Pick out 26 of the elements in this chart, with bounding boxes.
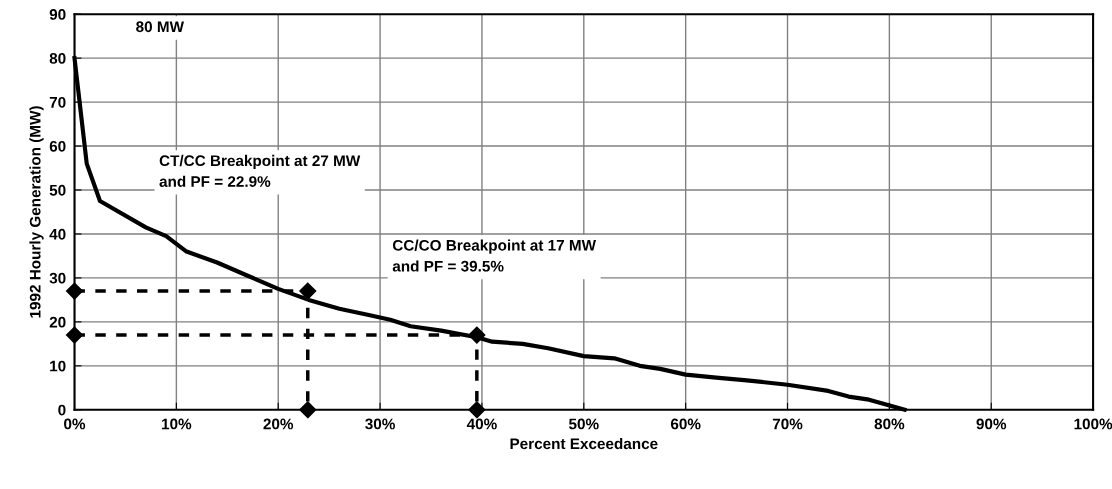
x-tick-label: 50% (568, 418, 599, 430)
y-tick-label: 70 (49, 96, 66, 108)
x-tick-label: 70% (772, 418, 803, 430)
annotation: 80 MW (136, 21, 184, 33)
x-tick-label: 0% (64, 418, 86, 430)
y-tick-label: 80 (49, 53, 66, 64)
annotation: CT/CC Breakpoint at 27 MW and PF = 22.9% (159, 154, 361, 187)
y-tick-label: 30 (49, 272, 66, 284)
y-tick-label: 60 (49, 140, 66, 152)
y-tick-label: 0 (58, 404, 66, 416)
x-tick-label: 20% (263, 418, 294, 430)
y-tick-label: 20 (49, 316, 66, 328)
y-tick-label: 40 (49, 228, 66, 240)
x-axis-title: Percent Exceedance (510, 437, 658, 450)
annotation: CC/CO Breakpoint at 17 MW and PF = 39.5% (392, 239, 597, 272)
y-tick-label: 50 (49, 184, 66, 196)
x-tick-label: 60% (670, 418, 701, 430)
x-tick-label: 90% (976, 418, 1007, 430)
x-tick-label: 30% (365, 418, 395, 430)
x-tick-label: 10% (162, 418, 192, 430)
x-tick-label: 100% (1074, 418, 1112, 430)
x-tick-label: 80% (874, 418, 905, 430)
y-axis-title: 1992 Hourly Generation (MW) (29, 106, 44, 318)
y-tick-label: 90 (49, 9, 66, 20)
y-tick-label: 10 (50, 360, 66, 372)
x-tick-label: 40% (466, 418, 497, 430)
